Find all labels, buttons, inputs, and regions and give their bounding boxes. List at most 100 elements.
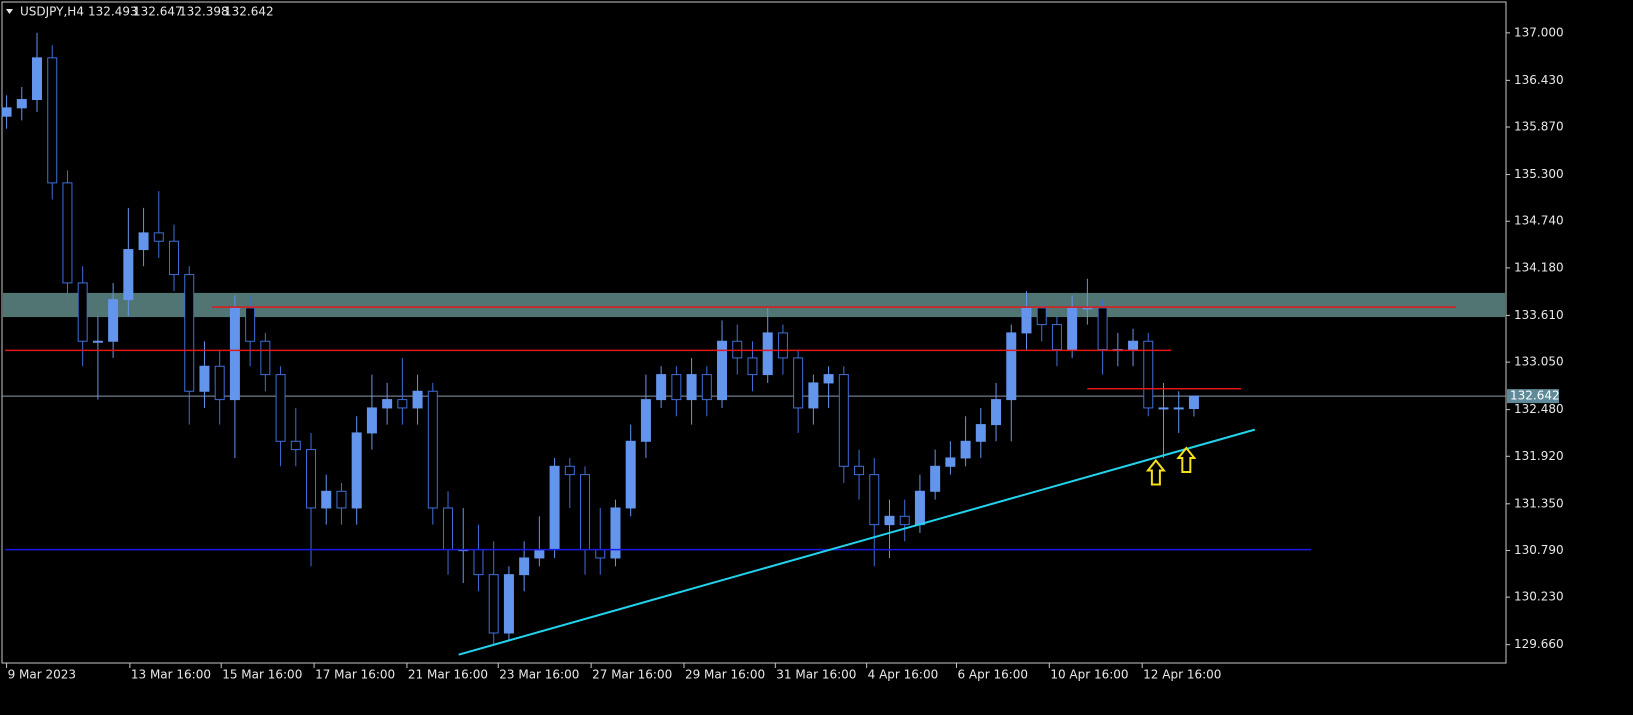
- candle-body: [854, 465, 865, 476]
- x-tick-label: 31 Mar 16:00: [776, 668, 856, 682]
- candle-body: [914, 490, 925, 526]
- candle-body: [564, 465, 575, 476]
- price-tag: [1507, 389, 1559, 404]
- y-tick-label: 131.920: [1514, 449, 1564, 463]
- y-tick-label: 134.740: [1514, 214, 1564, 228]
- candle-body: [77, 282, 88, 342]
- plot-frame: [1, 1, 1507, 664]
- candle-body: [123, 249, 134, 301]
- candle-body: [595, 549, 606, 559]
- candle-body: [1173, 407, 1184, 410]
- y-tick-label: 130.230: [1514, 590, 1564, 604]
- candle-body: [838, 374, 849, 467]
- x-tick-label: 10 Apr 16:00: [1050, 668, 1128, 682]
- candle-body: [62, 182, 73, 284]
- x-tick-label: 21 Mar 16:00: [408, 668, 488, 682]
- candle-body: [1143, 340, 1154, 409]
- candle-body: [47, 57, 58, 184]
- y-tick-label: 129.660: [1514, 637, 1564, 651]
- x-tick-label: 27 Mar 16:00: [592, 668, 672, 682]
- candle-body: [823, 374, 834, 384]
- candle-body: [991, 399, 1002, 426]
- candle-body: [793, 357, 804, 409]
- candle-body: [229, 307, 240, 401]
- candle-body: [686, 374, 697, 401]
- candle-body: [260, 340, 271, 376]
- candle-body: [366, 407, 377, 434]
- candle-body: [169, 240, 180, 276]
- x-tick-label: 23 Mar 16:00: [499, 668, 579, 682]
- candle-body: [960, 440, 971, 459]
- candle-body: [382, 399, 393, 409]
- x-tick-label: 6 Apr 16:00: [957, 668, 1028, 682]
- candle-body: [138, 232, 149, 251]
- y-tick-label: 133.050: [1514, 355, 1564, 369]
- x-tick-label: 12 Apr 16:00: [1143, 668, 1221, 682]
- candle-body: [534, 549, 545, 559]
- candle-body: [275, 374, 286, 442]
- candle-body: [16, 99, 27, 109]
- candle-body: [656, 374, 667, 401]
- candle-body: [580, 474, 591, 551]
- candle-body: [519, 557, 530, 576]
- candle-body: [717, 340, 728, 401]
- chart-title: USDJPY,H4: [20, 5, 84, 19]
- candle-body: [671, 374, 682, 401]
- candle-body: [747, 357, 758, 376]
- y-tick-label: 135.870: [1514, 120, 1564, 134]
- up-arrow: [1145, 458, 1166, 486]
- y-tick-label: 132.480: [1514, 402, 1564, 416]
- candle-body: [884, 515, 895, 526]
- candle-body: [1051, 324, 1062, 351]
- x-tick-label: 4 Apr 16:00: [868, 668, 939, 682]
- up-arrow: [1176, 446, 1197, 473]
- x-tick-label: 29 Mar 16:00: [685, 668, 765, 682]
- collapse-icon[interactable]: [6, 9, 13, 14]
- candle-body: [306, 449, 317, 509]
- candle-body: [1006, 332, 1017, 401]
- price-tag-label: 132.642: [1510, 389, 1560, 403]
- header-close: 132.642: [224, 5, 274, 19]
- candle-body: [184, 274, 195, 392]
- candle-body: [397, 399, 408, 409]
- candle-body: [701, 374, 712, 401]
- candle-body: [214, 365, 225, 401]
- candle-body: [503, 574, 514, 634]
- candle-body: [732, 340, 743, 359]
- candle-body: [975, 424, 986, 442]
- candle-body: [808, 382, 819, 409]
- candle-body: [290, 440, 301, 451]
- candle-body: [930, 465, 941, 492]
- candle-body: [443, 507, 454, 551]
- candle-body: [1158, 407, 1169, 410]
- candle-body: [610, 507, 621, 559]
- candle-body: [1036, 307, 1047, 326]
- x-tick-label: 9 Mar 2023: [8, 668, 76, 682]
- candle-body: [1082, 307, 1093, 310]
- candle-body: [899, 515, 910, 526]
- y-tick-label: 135.300: [1514, 167, 1564, 181]
- trendline: [458, 428, 1256, 656]
- candle-body: [1, 107, 12, 117]
- x-tick-label: 15 Mar 16:00: [222, 668, 302, 682]
- header-low: 132.398: [179, 5, 229, 19]
- candle-body: [625, 440, 636, 509]
- y-tick-label: 130.790: [1514, 543, 1564, 557]
- candle-body: [321, 490, 332, 509]
- candle-body: [549, 465, 560, 551]
- candle-body: [762, 332, 773, 376]
- candle-body: [336, 490, 347, 509]
- candle-body: [427, 390, 438, 509]
- header-open: 132.493: [88, 5, 138, 19]
- candle-body: [1128, 340, 1139, 351]
- candle-body: [32, 57, 43, 101]
- candle-body: [945, 457, 956, 467]
- candle-body: [640, 399, 651, 442]
- candle-body: [869, 474, 880, 526]
- candle-body: [199, 365, 210, 392]
- x-tick-label: 13 Mar 16:00: [131, 668, 211, 682]
- candle-body: [473, 549, 484, 576]
- candle-body: [1188, 395, 1199, 410]
